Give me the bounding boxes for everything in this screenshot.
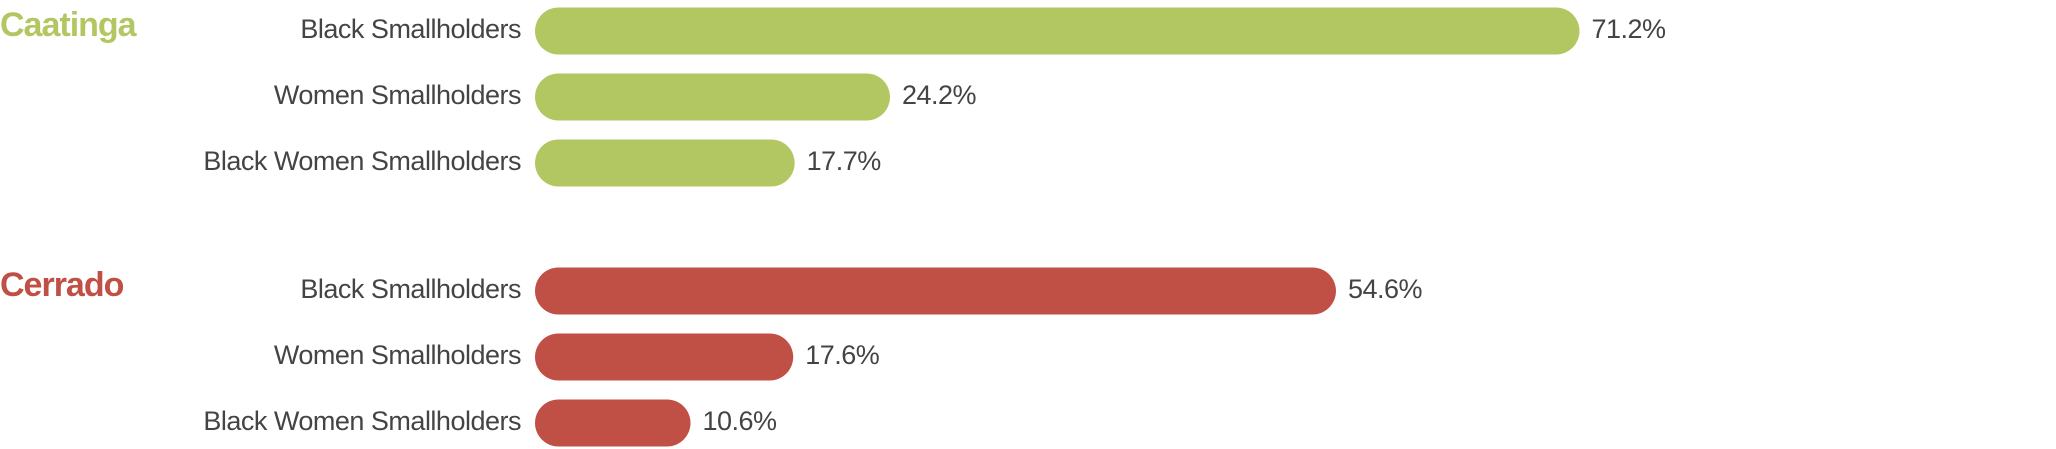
bar <box>535 139 795 187</box>
bar <box>535 267 1336 315</box>
value-label: 24.2% <box>902 80 977 110</box>
category-label: Black Smallholders <box>300 274 521 304</box>
category-label: Women Smallholders <box>274 80 521 110</box>
value-label: 17.6% <box>805 340 880 370</box>
bar <box>535 7 1580 55</box>
category-label: Black Smallholders <box>300 14 521 44</box>
value-label: 17.7% <box>807 146 882 176</box>
bar <box>535 333 794 381</box>
bar <box>535 399 691 447</box>
value-label: 71.2% <box>1592 14 1667 44</box>
category-label: Women Smallholders <box>274 340 521 370</box>
group-title: Cerrado <box>0 266 124 304</box>
group-title: Caatinga <box>0 6 138 44</box>
category-label: Black Women Smallholders <box>203 146 521 176</box>
category-label: Black Women Smallholders <box>203 406 521 436</box>
value-label: 10.6% <box>703 406 778 436</box>
bar <box>535 73 891 121</box>
value-label: 54.6% <box>1348 274 1423 304</box>
